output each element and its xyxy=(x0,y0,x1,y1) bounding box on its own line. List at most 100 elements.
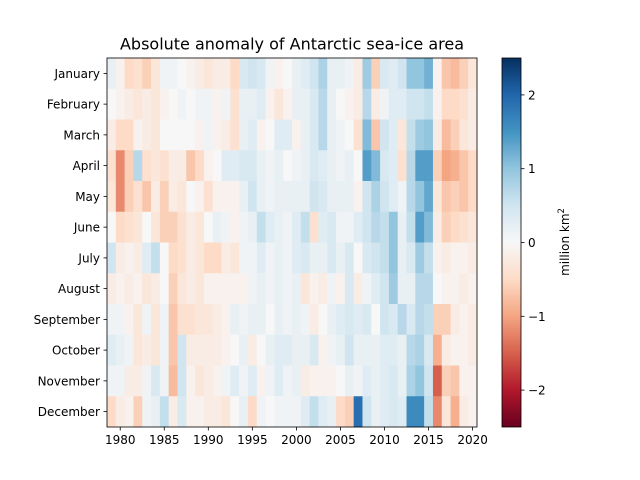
heatmap-cell xyxy=(362,396,372,428)
y-tick-label: October xyxy=(52,344,100,358)
heatmap-cell xyxy=(107,304,117,336)
heatmap-cell xyxy=(107,273,117,305)
heatmap-cell xyxy=(450,242,460,274)
colorbar-label-main: million km xyxy=(558,213,572,275)
heatmap-cell xyxy=(309,396,319,428)
heatmap-cell xyxy=(424,242,434,274)
heatmap-cell xyxy=(230,334,240,366)
heatmap-cell xyxy=(353,273,363,305)
heatmap-cell xyxy=(195,304,205,336)
heatmap-cell xyxy=(300,58,311,90)
heatmap-cell xyxy=(397,58,407,90)
heatmap-cell xyxy=(230,365,240,397)
colorbar-tick-label: −2 xyxy=(528,384,546,398)
heatmap-cell xyxy=(468,119,478,151)
heatmap-cell xyxy=(371,88,381,120)
heatmap-cell xyxy=(168,396,178,428)
heatmap-cell xyxy=(353,396,363,428)
heatmap-cell xyxy=(468,242,478,274)
heatmap-cell xyxy=(441,334,451,366)
heatmap-cell xyxy=(380,304,390,336)
heatmap-cell xyxy=(124,273,134,305)
heatmap-cell xyxy=(441,242,451,274)
heatmap-cell xyxy=(115,150,126,182)
heatmap-cell xyxy=(344,88,355,120)
heatmap-cell xyxy=(274,396,284,428)
heatmap-cell xyxy=(247,58,258,90)
heatmap-cell xyxy=(309,181,319,213)
heatmap-cell xyxy=(362,365,372,397)
heatmap-cell xyxy=(344,365,355,397)
heatmap-cell xyxy=(292,273,302,305)
heatmap-cell xyxy=(177,334,187,366)
heatmap-cell xyxy=(380,88,390,120)
heatmap-cell xyxy=(239,211,249,243)
heatmap-cell xyxy=(256,334,266,366)
heatmap-cell xyxy=(283,334,293,366)
heatmap-cell xyxy=(459,119,469,151)
heatmap-cell xyxy=(168,242,178,274)
heatmap-cell xyxy=(195,273,205,305)
heatmap-cell xyxy=(177,304,187,336)
heatmap-cell xyxy=(397,365,407,397)
heatmap-cell xyxy=(441,88,451,120)
heatmap-cell xyxy=(239,304,249,336)
heatmap-cell xyxy=(195,211,205,243)
heatmap-cell xyxy=(256,242,266,274)
heatmap-cell xyxy=(362,242,372,274)
heatmap-cell xyxy=(415,119,425,151)
heatmap-cell xyxy=(265,334,275,366)
heatmap-cell xyxy=(212,150,222,182)
heatmap-cell xyxy=(283,304,293,336)
heatmap-cell xyxy=(212,211,222,243)
colorbar-tick-label: 0 xyxy=(528,236,536,250)
heatmap-cell xyxy=(186,273,196,305)
heatmap-cell xyxy=(177,58,187,90)
heatmap-cell xyxy=(336,58,346,90)
heatmap-cell xyxy=(468,88,478,120)
heatmap-cell xyxy=(124,242,134,274)
heatmap-cell xyxy=(353,119,363,151)
heatmap-cell xyxy=(107,242,117,274)
heatmap-cell xyxy=(124,396,134,428)
heatmap-cell xyxy=(309,334,319,366)
heatmap-cell xyxy=(151,365,161,397)
heatmap-cell xyxy=(124,365,134,397)
heatmap-cell xyxy=(230,150,240,182)
heatmap-cell xyxy=(318,396,328,428)
heatmap-cell xyxy=(212,334,222,366)
heatmap-cell xyxy=(168,88,178,120)
heatmap-cell xyxy=(247,396,258,428)
heatmap-cell xyxy=(406,150,416,182)
y-tick-label: November xyxy=(38,374,100,388)
heatmap-cell xyxy=(142,88,152,120)
heatmap-cell xyxy=(283,242,293,274)
heatmap-cell xyxy=(336,88,346,120)
heatmap-cell xyxy=(133,211,143,243)
heatmap-cell xyxy=(274,334,284,366)
heatmap-cell xyxy=(186,58,196,90)
heatmap-cell xyxy=(292,181,302,213)
heatmap-cell xyxy=(300,181,311,213)
heatmap-cell xyxy=(115,304,126,336)
y-tick-label: March xyxy=(63,128,100,142)
heatmap-cell xyxy=(292,242,302,274)
heatmap-cell xyxy=(115,211,126,243)
heatmap-cell xyxy=(195,365,205,397)
heatmap-cell xyxy=(151,334,161,366)
heatmap-cell xyxy=(256,396,266,428)
heatmap-cell xyxy=(300,334,311,366)
heatmap-cell xyxy=(151,242,161,274)
y-tick-label: January xyxy=(54,67,101,81)
heatmap-cell xyxy=(212,181,222,213)
heatmap-cell xyxy=(450,334,460,366)
heatmap-cell xyxy=(371,304,381,336)
heatmap-cell xyxy=(309,119,319,151)
y-tick-label: June xyxy=(73,221,100,235)
heatmap-cell xyxy=(168,119,178,151)
heatmap-cell xyxy=(397,119,407,151)
heatmap-cell xyxy=(344,181,355,213)
heatmap-cell xyxy=(353,211,363,243)
heatmap-cell xyxy=(239,58,249,90)
heatmap-cell xyxy=(388,88,399,120)
